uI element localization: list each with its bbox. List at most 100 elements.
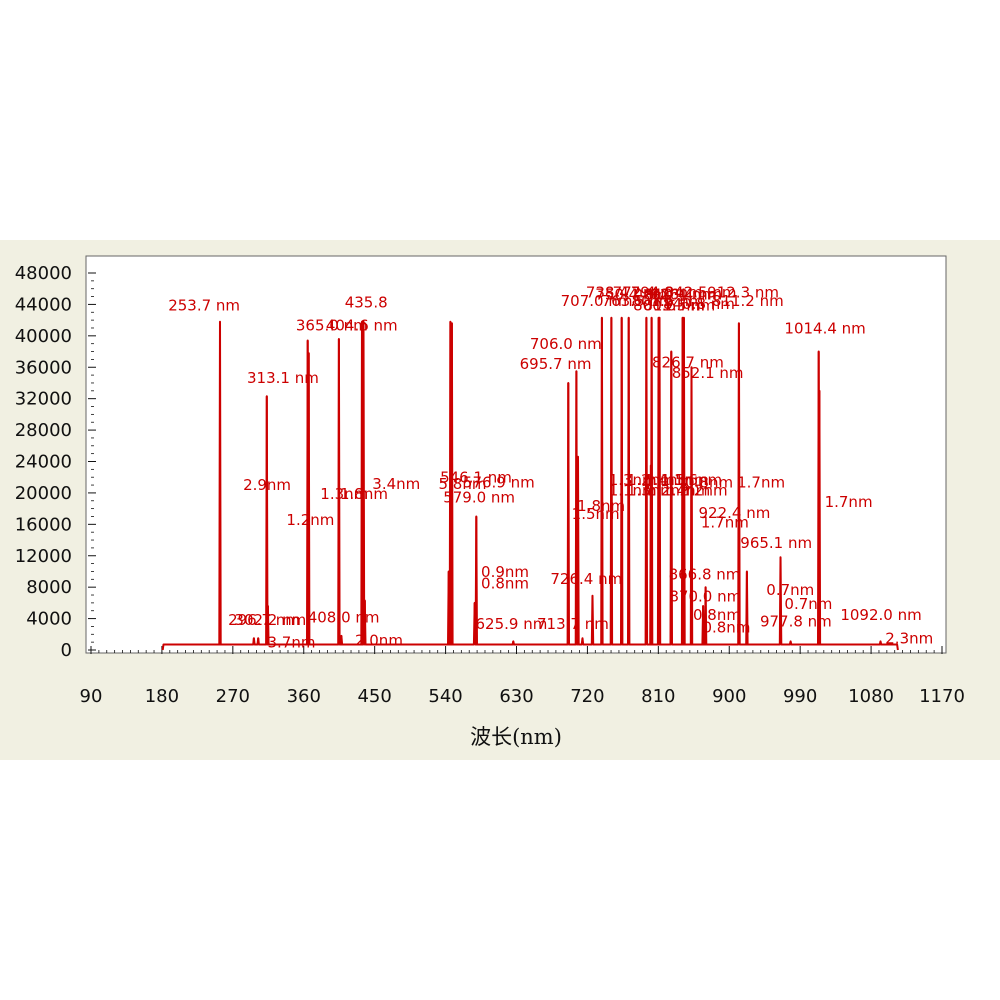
peak-annotation: 826.4 nm xyxy=(650,286,722,304)
peak-annotation: 3.4nm xyxy=(372,475,420,493)
peak-annotation: 546.1 nm xyxy=(440,469,512,487)
peak-annotation: 1014.4 nm xyxy=(784,319,865,337)
peak-annotation: 1.3nm xyxy=(627,481,675,499)
peak-annotation: 3.7nm xyxy=(268,634,316,652)
x-tick-label: 540 xyxy=(428,686,462,707)
peak-annotation: 5.8nm xyxy=(438,475,486,493)
peak-annotation: 1.8nm xyxy=(340,485,388,503)
y-tick-label: 12000 xyxy=(15,546,72,567)
peak-annotation: 794.8 nm xyxy=(631,283,703,301)
y-tick-label: 0 xyxy=(61,640,72,661)
peak-annotation: 1092.0 nm xyxy=(840,606,921,624)
x-tick-label: 1170 xyxy=(919,686,965,707)
peak-annotation: 922.4 nm xyxy=(699,504,771,522)
peak-annotation: 1.7nm xyxy=(737,473,785,491)
peak-annotation: 0.7nm xyxy=(784,595,832,613)
x-tick-label: 810 xyxy=(641,686,675,707)
x-tick-label: 720 xyxy=(570,686,604,707)
peak-annotation: 811.5 nm xyxy=(643,297,715,315)
spectrum-chart: 0 4000 8000 12000 16000 20000 24000 28000 32000 3… xyxy=(15,255,965,749)
peak-annotation: 365.0 nm xyxy=(296,316,368,334)
peak-annotation: 2.0nm xyxy=(355,631,403,649)
peak-annotation: 800.6 nm xyxy=(633,297,705,315)
peak-annotation: 965.1 nm xyxy=(740,534,812,552)
peak-annotation: 1.7nm xyxy=(825,493,873,511)
peak-annotation: 1.2nm xyxy=(647,481,695,499)
y-tick-label: 44000 xyxy=(15,294,72,315)
peak-annotation: 912.3 nm xyxy=(707,283,779,301)
peak-annotation: 1.3nm xyxy=(609,471,657,489)
peak-annotation: 840.8 nm xyxy=(663,295,735,313)
peak-annotation: 625.9 nm xyxy=(476,615,548,633)
peak-annotation: 706.0 nm xyxy=(530,335,602,353)
peak-annotation: 772.4 nm xyxy=(613,283,685,301)
peak-annotation: 1.2nm xyxy=(627,471,675,489)
peak-annotation: 579.0 nm xyxy=(443,488,515,506)
peak-annotation: 302.2 nm xyxy=(234,611,306,629)
peak-annotation: 801.5 nm xyxy=(632,292,704,310)
x-tick-label: 270 xyxy=(216,686,250,707)
peak-annotation: 713.7 nm xyxy=(537,615,609,633)
peak-annotation: 852.1 nm xyxy=(672,364,744,382)
x-tick-label: 180 xyxy=(145,686,179,707)
peak-annotation: 0.8nm xyxy=(702,619,750,637)
x-tick-label: 990 xyxy=(783,686,817,707)
y-tick-label: 32000 xyxy=(15,389,72,410)
peak-annotation: 1.1nm xyxy=(609,481,657,499)
y-tick-label: 4000 xyxy=(26,609,72,630)
peak-annotation: 404.6 nm xyxy=(326,316,398,334)
peak-annotation: 826.7 nm xyxy=(652,353,724,371)
y-tick-label: 16000 xyxy=(15,514,72,535)
y-tick-label: 48000 xyxy=(15,263,72,284)
peak-annotation: 866.8 nm xyxy=(669,565,741,583)
peak-annotation: 870.0 nm xyxy=(669,587,741,605)
peak-annotation: 1.4nm xyxy=(644,471,692,489)
peak-annotation: 0.8nm xyxy=(481,575,529,593)
peak-annotation: 1.7nm xyxy=(701,513,749,531)
peak-annotation: 811.2 nm xyxy=(712,292,784,310)
peak-annotation: 1.5nm xyxy=(572,505,620,523)
peak-annotation: 576.9 nm xyxy=(463,473,535,491)
peak-annotation: 842.5 nm xyxy=(665,283,737,301)
x-tick-label: 630 xyxy=(499,686,533,707)
peak-annotation: 2.3nm xyxy=(885,630,933,648)
peak-annotation: 1.4nm xyxy=(662,481,710,499)
peak-annotation: 695.7 nm xyxy=(520,355,592,373)
peak-annotation: 296.7 nm xyxy=(228,611,300,629)
peak-annotation: 1.5nm xyxy=(661,471,709,489)
peak-annotation: 408.0 nm xyxy=(308,609,380,627)
peak-annotation: 253.7 nm xyxy=(168,297,240,315)
peak-annotation: 738.4 nm xyxy=(586,283,658,301)
y-tick-label: 36000 xyxy=(15,357,72,378)
peak-annotation: 810.4 nm xyxy=(644,286,716,304)
peak-annotation: 1.6nm xyxy=(674,471,722,489)
y-tick-label: 28000 xyxy=(15,420,72,441)
x-tick-label: 360 xyxy=(287,686,321,707)
x-axis-title: 波长(nm) xyxy=(470,725,562,749)
peak-annotation: 1.3nm xyxy=(320,485,368,503)
y-tick-label: 8000 xyxy=(26,577,72,598)
plot-area xyxy=(85,255,947,654)
y-tick-label: 24000 xyxy=(15,452,72,473)
peak-annotation: 750.4 nm xyxy=(595,286,667,304)
x-tick-label: 450 xyxy=(357,686,391,707)
peak-annotation: 1.8nm xyxy=(577,497,625,515)
peak-annotation: 435.8 xyxy=(345,294,388,312)
peak-annotation: 1.2nm xyxy=(286,511,334,529)
peak-annotation: 2.9nm xyxy=(243,476,291,494)
peak-annotation: 726.4 nm xyxy=(550,570,622,588)
y-tick-label: 40000 xyxy=(15,326,72,347)
x-tick-label: 1080 xyxy=(848,686,894,707)
x-tick-label: 900 xyxy=(712,686,746,707)
x-tick-label: 90 xyxy=(80,686,103,707)
peak-annotation: 707.0 nm xyxy=(561,292,633,310)
peak-annotation: 0.8nm xyxy=(685,473,733,491)
peak-annotation: 313.1 nm xyxy=(247,369,319,387)
peak-annotation: 0.7nm xyxy=(766,581,814,599)
peak-annotation: 0.8nm xyxy=(693,606,741,624)
peak-annotation: 0.9nm xyxy=(481,563,529,581)
peak-annotation: 763.5 nm xyxy=(602,292,674,310)
chart-panel: 0 4000 8000 12000 16000 20000 24000 28000 32000 3… xyxy=(0,240,1000,760)
y-tick-label: 20000 xyxy=(15,483,72,504)
peak-annotation: 2.2nm xyxy=(680,481,728,499)
